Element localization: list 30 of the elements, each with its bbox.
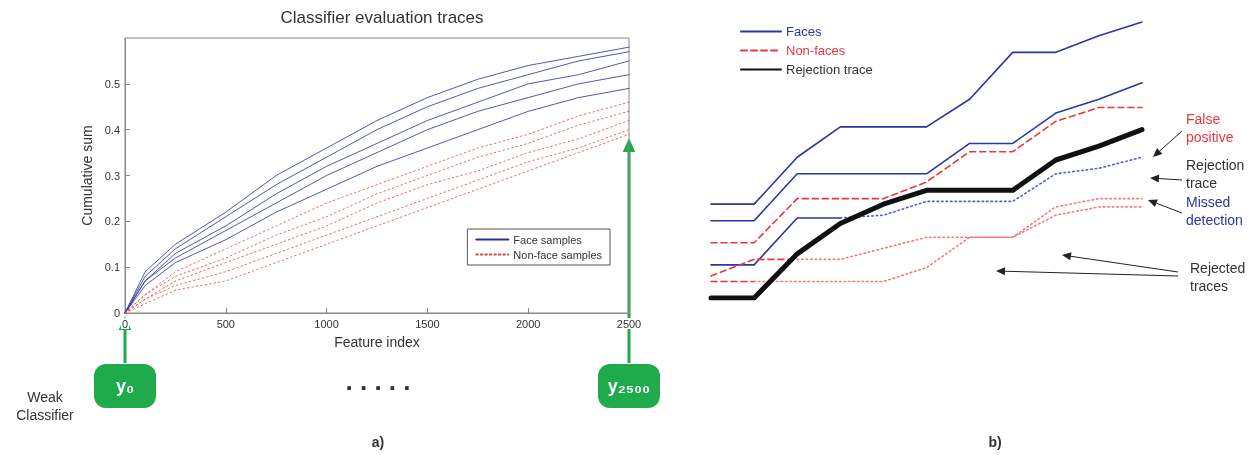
legend-label: Non-face samples — [513, 248, 603, 261]
x-tick-label: 2000 — [515, 317, 541, 330]
x-tick-label: 500 — [216, 317, 235, 330]
y-tick-label: 0.3 — [104, 169, 120, 182]
x-tick-label: 2500 — [616, 317, 642, 330]
text: Rejected traces — [1190, 259, 1247, 295]
x-tick-label: 1500 — [415, 317, 440, 330]
text: y₀ — [94, 364, 156, 408]
text: y₂₅₀₀ — [598, 364, 660, 408]
text: Rejection trace — [1186, 156, 1246, 192]
y-tick-label: 0.1 — [104, 261, 120, 274]
legend-label: Non-faces — [786, 43, 846, 58]
x-axis-title: Feature index — [334, 334, 420, 350]
x-tick-label: 1000 — [314, 317, 339, 330]
y-tick-label: 0.2 — [104, 215, 120, 228]
legend-label: Rejection trace — [786, 62, 873, 77]
y-tick-label: 0.4 — [104, 123, 120, 136]
legend-label: Face samples — [513, 233, 583, 246]
y-axis-title: Cumulative sum — [78, 125, 95, 226]
y-tick-label: 0.5 — [104, 77, 120, 90]
chart-title: Classifier evaluation traces — [280, 8, 484, 27]
text: . . . . . — [344, 366, 412, 396]
text: Weak Classifier — [15, 388, 75, 424]
y-tick-label: 0 — [113, 307, 120, 319]
text: b) — [987, 433, 1003, 451]
x-tick-label: 0 — [121, 317, 129, 330]
text: Missed detection — [1186, 193, 1244, 229]
text: a) — [370, 433, 386, 451]
text: False positive — [1186, 110, 1235, 146]
legend-label: Faces — [786, 24, 822, 39]
